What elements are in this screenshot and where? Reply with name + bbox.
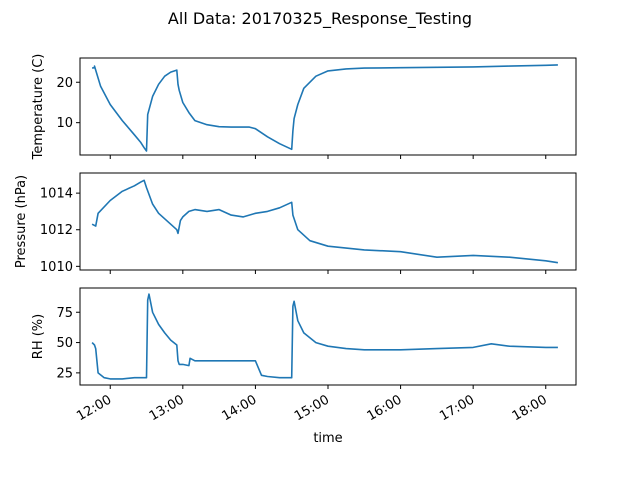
subplot-1: 10 20 Temperature (C) (31, 54, 577, 161)
x-tick-label: 15:00 (292, 392, 332, 424)
x-tick-label: 13:00 (147, 392, 187, 424)
y-tick-label: 75 (56, 306, 73, 321)
x-tick-label: 14:00 (219, 392, 259, 424)
x-tick-label: 17:00 (437, 392, 477, 424)
y-tick-label: 1010 (40, 260, 73, 275)
y-tick-label: 50 (56, 336, 73, 351)
y-tick-label: 20 (56, 76, 73, 91)
subplot-2: 1010 1012 1014 Pressure (hPa) (14, 172, 577, 275)
y-tick-label: 25 (56, 366, 73, 381)
y-tick-label: 1012 (40, 223, 73, 238)
axes-frame (79, 57, 577, 156)
y-axis-label: Pressure (hPa) (14, 175, 29, 268)
subplot-group: 10 20 Temperature (C) 1010 1012 1014 Pressure … (14, 54, 577, 424)
series-line (91, 179, 559, 264)
y-tick-label: 10 (56, 116, 73, 131)
series-line (91, 293, 558, 380)
series-line (91, 64, 558, 152)
x-tick-label: 16:00 (365, 392, 405, 424)
axes-frame (79, 287, 577, 386)
x-axis-label: time (313, 431, 342, 446)
chart-title: All Data: 20170325_Response_Testing (168, 9, 472, 29)
x-tick-label: 12:00 (74, 392, 114, 424)
axes-frame (79, 172, 577, 271)
y-axis-label: Temperature (C) (31, 54, 46, 161)
subplot-3: 25 50 75 12:00 13:00 14:00 15:00 16:00 17:00 18:0… (31, 287, 577, 424)
y-axis-label: RH (%) (31, 314, 46, 359)
x-tick-label: 18:00 (510, 392, 550, 424)
y-tick-label: 1014 (40, 187, 73, 202)
